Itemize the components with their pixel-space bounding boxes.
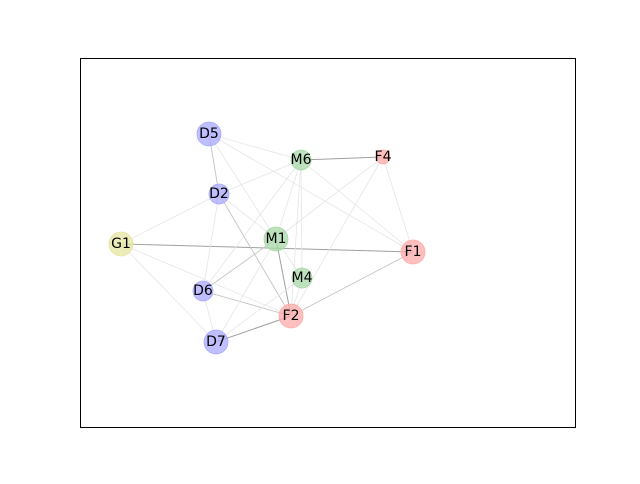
node-circle-m1 [263,226,289,252]
node-circle-f2 [278,303,304,329]
edge-m6-d6 [202,159,302,292]
edge-d5-m6 [208,133,302,161]
node-circle-d6 [192,280,214,302]
node-m1: M1 [263,226,289,252]
plot-frame [80,58,576,428]
node-f4: F4 [375,149,392,165]
node-f2: F2 [278,303,304,329]
node-label-d2: D2 [209,186,229,202]
node-f1: F1 [400,239,426,265]
edge-d5-m1 [208,133,277,240]
node-label-f1: F1 [405,244,422,260]
node-label-d6: D6 [193,283,213,299]
node-circle-f4 [375,149,391,165]
edge-m6-m1 [275,159,302,240]
edge-g1-f1 [120,243,414,253]
edge-f4-m1 [275,156,384,240]
edge-m4-d7 [215,277,303,343]
node-circle-d2 [208,183,230,205]
node-g1: G1 [108,231,134,257]
edge-d5-f1 [208,133,414,253]
edge-f2-f1 [290,251,414,317]
edge-g1-d2 [120,193,220,245]
edge-m6-f2 [290,159,302,317]
edge-m1-d6 [202,238,277,292]
edge-m6-d2 [218,159,302,195]
node-d5: D5 [196,121,222,147]
node-label-m6: M6 [291,152,312,168]
node-m6: M6 [290,149,312,171]
node-circle-d7 [203,329,229,355]
node-circle-d5 [196,121,222,147]
edge-m6-f4 [300,156,384,161]
node-circle-g1 [108,231,134,257]
node-label-f4: F4 [375,149,392,165]
edges-layer [120,133,414,343]
edge-d2-f2 [218,193,292,317]
node-m4: M4 [291,267,313,289]
edge-m1-f2 [275,238,292,317]
node-circle-m4 [291,267,313,289]
node-circle-m6 [290,149,312,171]
node-label-m4: M4 [292,270,313,286]
node-circle-f1 [400,239,426,265]
node-label-g1: G1 [111,236,131,252]
edge-f4-f2 [290,156,384,317]
edge-d7-f2 [215,315,292,343]
node-label-d5: D5 [199,126,219,142]
node-label-d7: D7 [206,334,226,350]
edge-d6-f2 [202,290,292,317]
edge-f4-f1 [382,156,414,253]
node-d6: D6 [192,280,214,302]
node-label-f2: F2 [283,308,300,324]
node-label-m1: M1 [266,231,287,247]
edge-g1-d7 [120,243,217,343]
edge-g1-f2 [120,243,292,317]
edge-d2-d6 [202,193,220,292]
node-d7: D7 [203,329,229,355]
edge-m6-f1 [300,159,414,253]
node-d2: D2 [208,183,230,205]
edge-m1-d7 [215,238,277,343]
nodes-layer: D5 M6 F4 D2 G1 M1 F1 M4 D6 F2 D7 [108,121,426,355]
